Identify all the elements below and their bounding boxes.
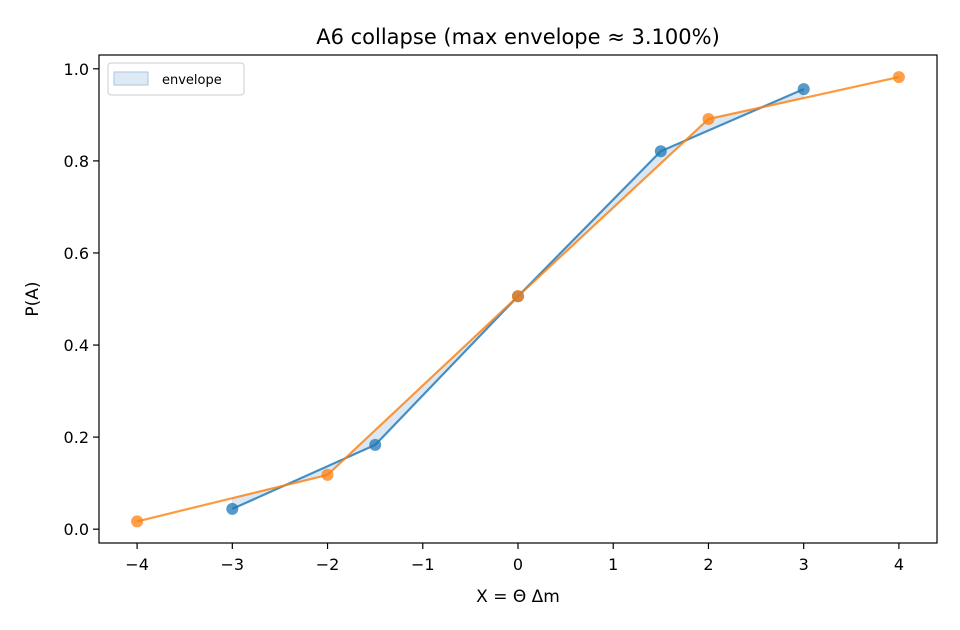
x-tick-label: −3: [221, 555, 245, 574]
series-2-point: [131, 515, 144, 528]
y-tick-label: 0.6: [64, 244, 89, 263]
y-axis-label: P(A): [23, 281, 43, 316]
legend-label-envelope: envelope: [162, 73, 222, 88]
y-tick-label: 0.2: [64, 428, 89, 447]
series-1-point: [797, 83, 810, 96]
series-2-point: [892, 71, 905, 84]
x-tick-label: −4: [125, 555, 149, 574]
x-tick-label: 0: [513, 555, 523, 574]
series-1-point: [226, 502, 239, 515]
legend-box: [107, 62, 245, 96]
series-1-point: [654, 145, 667, 158]
series-1-point: [369, 438, 382, 451]
chart-title: A6 collapse (max envelope ≈ 3.100%): [316, 25, 720, 49]
plot-area: [131, 71, 905, 528]
x-tick-label: 4: [894, 555, 904, 574]
legend-swatch-envelope: [113, 71, 149, 86]
y-tick-label: 0.8: [64, 152, 89, 171]
x-tick-label: −2: [316, 555, 340, 574]
series-2-point: [512, 290, 524, 303]
legend: envelope: [107, 62, 245, 96]
y-tick-label: 1.0: [64, 60, 89, 79]
series-2-point: [702, 113, 715, 125]
x-tick-label: −1: [411, 555, 435, 574]
y-tick-label: 0.0: [64, 520, 89, 539]
y-tick-label: 0.4: [64, 336, 89, 355]
x-axis-label: X = Θ Δm: [476, 587, 560, 607]
series-2-point: [321, 468, 334, 481]
x-tick-label: 2: [703, 555, 713, 574]
x-tick-label: 1: [608, 555, 618, 574]
axis-ticks: −4 −3 −2 −1 0 1 2 3 4 0.0 0.2 0.4 0.6 0.8 1.0: [64, 60, 904, 574]
x-tick-label: 3: [799, 555, 809, 574]
